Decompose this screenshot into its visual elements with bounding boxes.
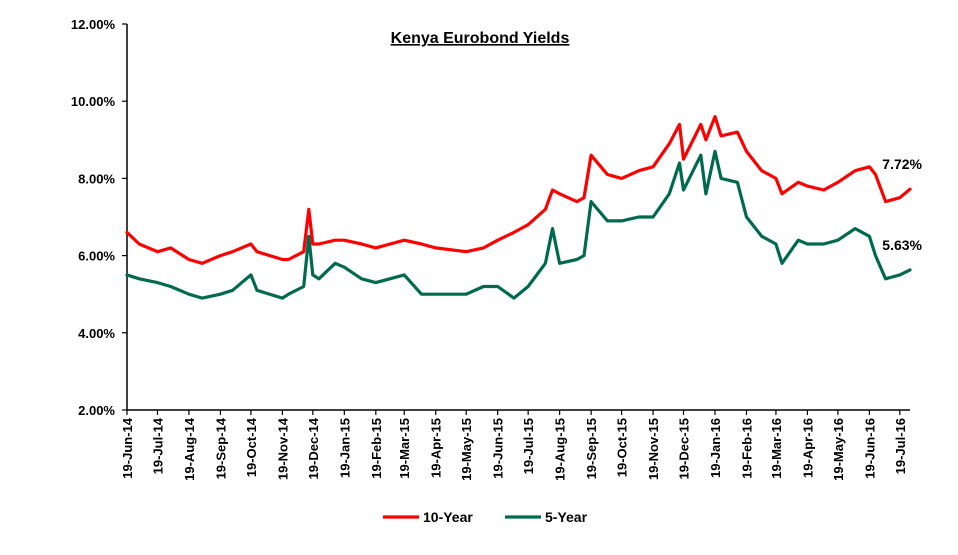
x-tick-label: 19-Mar-16: [769, 418, 784, 479]
legend-label: 10-Year: [423, 509, 473, 525]
end-label-10-year: 7.72%: [882, 156, 922, 172]
x-tick-label: 19-Oct-15: [615, 418, 630, 477]
y-axis: 2.00% 4.00% 6.00% 8.00% 10.00% 12.00%: [71, 17, 128, 418]
end-label-5-year: 5.63%: [882, 237, 922, 253]
x-tick-label: 19-Aug-14: [182, 417, 197, 481]
x-tick-label: 19-Nov-15: [646, 418, 661, 480]
x-tick-label: 19-May-16: [831, 418, 846, 481]
series-layer: [125, 114, 912, 300]
x-tick-label: 19-Jul-16: [893, 418, 908, 474]
chart-title: Kenya Eurobond Yields: [391, 30, 570, 47]
x-tick-label: 19-May-15: [459, 418, 474, 481]
end-labels: 7.72% 5.63%: [882, 156, 922, 253]
legend-label: 5-Year: [545, 509, 588, 525]
x-tick-label: 19-Jun-16: [862, 418, 877, 479]
x-tick-label: 19-Feb-16: [739, 418, 754, 479]
x-tick-label: 19-Apr-15: [429, 418, 444, 478]
x-tick-label: 19-Jun-15: [491, 418, 506, 479]
x-tick-label: 19-Feb-15: [369, 418, 384, 479]
x-tick-label: 19-Mar-15: [397, 418, 412, 479]
x-tick-label: 19-Jan-15: [337, 418, 352, 478]
x-tick-label: 19-Aug-15: [553, 418, 568, 481]
y-tick-label: 2.00%: [78, 403, 115, 418]
x-tick-label: 19-Jul-14: [150, 417, 165, 474]
y-tick-label: 12.00%: [71, 17, 116, 32]
x-tick-label: 19-Nov-14: [275, 417, 290, 480]
x-tick-label: 19-Oct-14: [244, 417, 259, 477]
y-tick-label: 8.00%: [78, 171, 115, 186]
x-tick-label: 19-Dec-14: [306, 417, 321, 479]
x-tick-label: 19-Jun-14: [120, 417, 135, 478]
x-tick-label: 19-Jan-16: [708, 418, 723, 478]
x-tick-label: 19-Apr-16: [800, 418, 815, 478]
y-tick-label: 10.00%: [71, 94, 116, 109]
x-tick-label: 19-Sep-14: [213, 417, 228, 479]
x-tick-label: 19-Sep-15: [584, 418, 599, 479]
x-tick-label: 19-Dec-15: [677, 418, 692, 479]
y-tick-label: 6.00%: [78, 249, 115, 264]
x-tick-label: 19-Jul-15: [521, 418, 536, 474]
x-axis: 19-Jun-14 19-Jul-14 19-Aug-14 19-Sep-14 19-O…: [120, 409, 910, 481]
legend: 10-Year 5-Year: [383, 509, 588, 525]
y-tick-label: 4.00%: [78, 326, 115, 341]
series-line-5-year: [125, 149, 912, 300]
series-line-10-year: [125, 114, 912, 265]
